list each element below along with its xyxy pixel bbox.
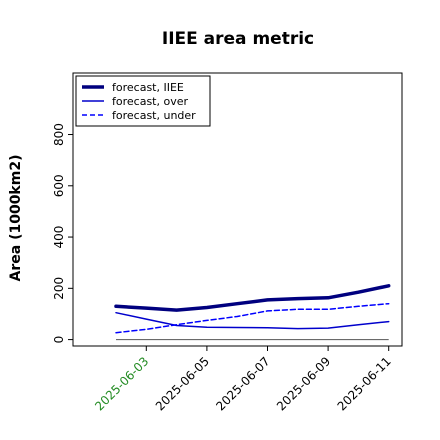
y-tick-label: 800: [52, 123, 66, 146]
series-line-2: [115, 302, 390, 334]
x-tick-label: 2025-06-09: [274, 354, 333, 413]
x-axis: 2025-06-03 2025-06-05 2025-06-07 2025-06-09…: [92, 346, 394, 413]
y-tick-label: 0: [52, 336, 66, 344]
y-tick-label: 200: [52, 277, 66, 300]
legend-label-1: forecast, over: [112, 95, 188, 108]
y-axis: 0 200 400 600 800: [52, 123, 73, 343]
y-tick-label: 600: [52, 174, 66, 197]
chart-title: IIEE area metric: [162, 29, 314, 49]
y-tick-label: 400: [52, 226, 66, 249]
y-axis-label: Area (1000km2): [8, 155, 24, 282]
x-tick-label: 2025-06-11: [335, 354, 394, 413]
x-tick-label: 2025-06-05: [153, 354, 212, 413]
legend-label-2: forecast, under: [112, 109, 196, 122]
series-line-0: [114, 284, 391, 312]
series-line-1: [115, 311, 390, 330]
x-tick-label: 2025-06-07: [213, 354, 272, 413]
legend-label-0: forecast, IIEE: [112, 81, 184, 94]
x-tick-label: 2025-06-03: [92, 354, 151, 413]
plot-area: [72, 72, 403, 347]
